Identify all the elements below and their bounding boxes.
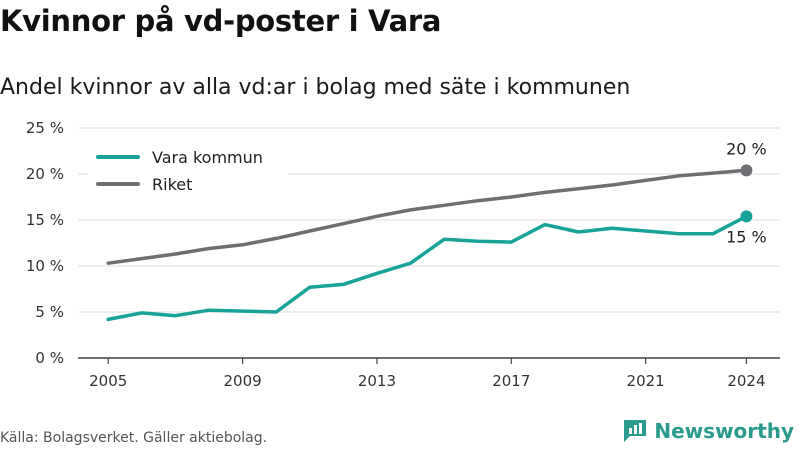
x-tick-label: 2009 (223, 372, 261, 390)
end-label-vara-kommun: 15 % (726, 227, 767, 246)
y-tick-label: 25 % (26, 119, 64, 137)
brand-name: Newsworthy (654, 419, 794, 443)
series-line-riket (106, 168, 749, 265)
y-tick-label: 5 % (35, 303, 64, 321)
end-point-riket (740, 164, 753, 177)
legend-label-riket: Riket (152, 175, 192, 194)
x-tick-label: 2017 (492, 372, 530, 390)
y-tick-label: 20 % (26, 165, 64, 183)
series-line-vara-kommun (106, 214, 749, 322)
brand-logo: Newsworthy (622, 418, 794, 444)
y-tick-label: 0 % (35, 349, 64, 367)
end-point-vara-kommun (740, 210, 753, 223)
y-tick-label: 10 % (26, 257, 64, 275)
legend-label-vara-kommun: Vara kommun (152, 148, 263, 167)
y-tick-label: 15 % (26, 211, 64, 229)
x-tick-label: 2024 (727, 372, 765, 390)
x-tick-label: 2005 (89, 372, 127, 390)
newsworthy-logo-icon (624, 420, 647, 442)
chart-title: Kvinnor på vd-poster i Vara (0, 4, 442, 38)
legend-background (88, 140, 288, 202)
source-note: Källa: Bolagsverket. Gäller aktiebolag. (0, 430, 268, 446)
x-tick-label: 2021 (627, 372, 665, 390)
end-label-riket: 20 % (726, 139, 767, 158)
x-tick-label: 2013 (358, 372, 396, 390)
chart-subtitle: Andel kvinnor av alla vd:ar i bolag med … (0, 75, 631, 100)
